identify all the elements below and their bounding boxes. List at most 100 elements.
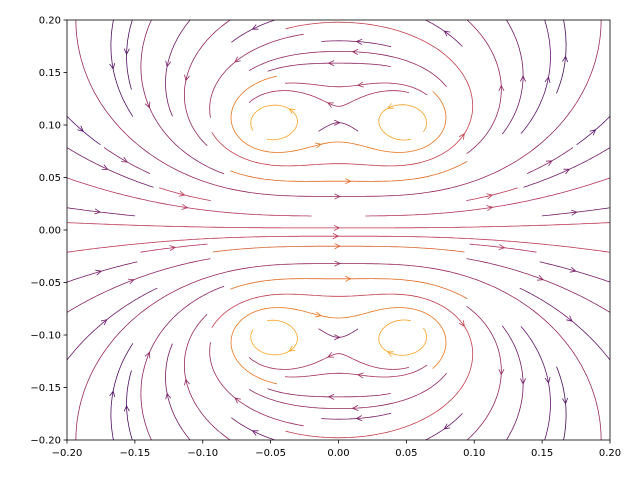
streamline-arrow — [357, 81, 364, 88]
streamline-arrow — [251, 24, 259, 30]
streamline — [248, 51, 447, 88]
streamline-arrow — [165, 392, 172, 400]
streamline-arrow — [544, 376, 551, 384]
streamline-arrow — [95, 269, 103, 276]
streamline-arrow — [357, 372, 364, 379]
streamline-arrow — [355, 415, 363, 422]
y-tick-label: 0.10 — [39, 121, 61, 132]
streamline — [285, 364, 428, 378]
streamline-arrow — [345, 178, 352, 185]
streamline-arrow — [355, 38, 363, 45]
streamline-arrow — [121, 156, 129, 163]
y-tick-label: −0.20 — [30, 436, 61, 447]
streamline — [67, 115, 101, 146]
streamline-arrow — [486, 205, 494, 212]
y-tick-label: 0.00 — [39, 226, 61, 237]
streamline — [67, 177, 312, 217]
streamline-arrow — [351, 49, 359, 55]
streamline-arrow — [498, 244, 506, 251]
y-tick-label: 0.15 — [39, 68, 61, 79]
streamline — [67, 235, 610, 253]
streamline-arrow — [178, 190, 186, 197]
streamline — [230, 75, 447, 153]
streamline — [556, 366, 567, 440]
streamline — [184, 20, 231, 146]
streamline — [365, 177, 610, 217]
streamline — [211, 293, 474, 439]
y-tick-label: −0.15 — [30, 383, 61, 394]
x-tick-label: 0.00 — [327, 448, 349, 459]
streamline — [67, 261, 138, 283]
streamline-arrow — [165, 60, 172, 68]
streamline — [103, 147, 151, 174]
streamline — [110, 20, 134, 117]
x-tick-label: −0.15 — [120, 448, 151, 459]
streamline — [67, 222, 610, 229]
streamline-arrow — [144, 351, 151, 359]
x-tick-label: 0.15 — [531, 448, 553, 459]
streamline — [126, 20, 133, 90]
streamline — [523, 147, 610, 188]
streamline-arrow — [184, 74, 190, 82]
streamline — [231, 20, 277, 43]
streamline — [126, 370, 133, 440]
streamline — [466, 258, 610, 313]
streamline — [501, 20, 524, 135]
streamline — [248, 372, 447, 409]
streamline — [110, 343, 134, 440]
x-tick-label: −0.20 — [52, 448, 83, 459]
streamline-arrow — [288, 108, 296, 115]
streamline-arrow — [562, 55, 569, 63]
streamline-arrow — [571, 209, 578, 216]
streamline — [539, 261, 610, 283]
streamline-arrow — [334, 243, 341, 250]
streamline — [140, 243, 208, 253]
streamline-arrow — [520, 75, 526, 82]
streamline — [520, 326, 551, 440]
streamline — [378, 319, 427, 356]
streamline — [212, 245, 465, 253]
streamline — [67, 147, 154, 188]
streamline-arrow — [443, 423, 451, 430]
streamline — [267, 388, 391, 398]
streamline — [184, 314, 231, 440]
x-tick-label: −0.10 — [187, 448, 218, 459]
streamline-arrow — [327, 352, 334, 358]
streamline-arrow — [123, 48, 130, 56]
streamline — [466, 187, 518, 201]
streamline-arrow — [334, 193, 341, 200]
streamline — [75, 263, 602, 440]
y-tick-label: 0.20 — [39, 16, 61, 27]
streamline-arrow — [545, 160, 553, 166]
streamline — [211, 21, 474, 167]
streamline-arrow — [498, 84, 505, 92]
x-tick-label: 0.20 — [599, 448, 621, 459]
streamline-arrow — [386, 103, 394, 109]
streamline-arrow — [169, 245, 177, 251]
streamline-arrow — [351, 405, 359, 411]
streamline — [159, 187, 211, 201]
streamline — [67, 287, 158, 361]
streamline-arrow — [334, 119, 341, 126]
streamline — [267, 62, 391, 72]
streamline — [318, 328, 359, 338]
streamline-arrow — [334, 334, 341, 341]
streamline-arrow — [327, 102, 334, 108]
streamline — [466, 20, 502, 155]
streamline-arrow — [458, 132, 465, 140]
streamline-arrow — [127, 278, 135, 285]
streamline-arrow — [443, 30, 451, 37]
streamline-arrow — [498, 368, 505, 376]
streamline-arrow — [589, 129, 597, 136]
streamline-arrow — [100, 319, 108, 326]
streamline — [424, 413, 463, 440]
streamline-arrow — [520, 378, 526, 385]
streamline-arrow — [458, 320, 465, 328]
streamline — [576, 115, 610, 146]
streamline — [231, 417, 277, 440]
y-tick-label: 0.05 — [39, 173, 61, 184]
streamline — [230, 307, 447, 385]
streamline — [424, 20, 463, 47]
streamline-arrow — [562, 397, 569, 405]
